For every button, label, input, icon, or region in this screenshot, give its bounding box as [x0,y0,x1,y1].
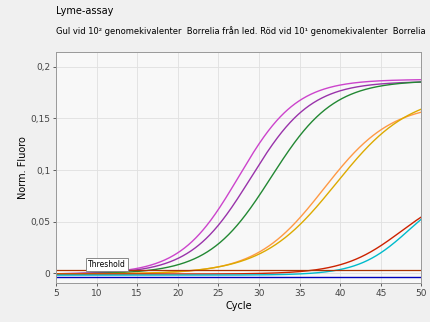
Text: Gul vid 10² genomekivalenter  Borrelia från led. Röd vid 10¹ genomekivalenter  B: Gul vid 10² genomekivalenter Borrelia fr… [56,26,430,36]
X-axis label: Cycle: Cycle [225,301,252,311]
Text: Threshold: Threshold [89,260,126,269]
Text: Lyme-assay: Lyme-assay [56,6,113,16]
Y-axis label: Norm. Fluoro: Norm. Fluoro [18,136,28,199]
